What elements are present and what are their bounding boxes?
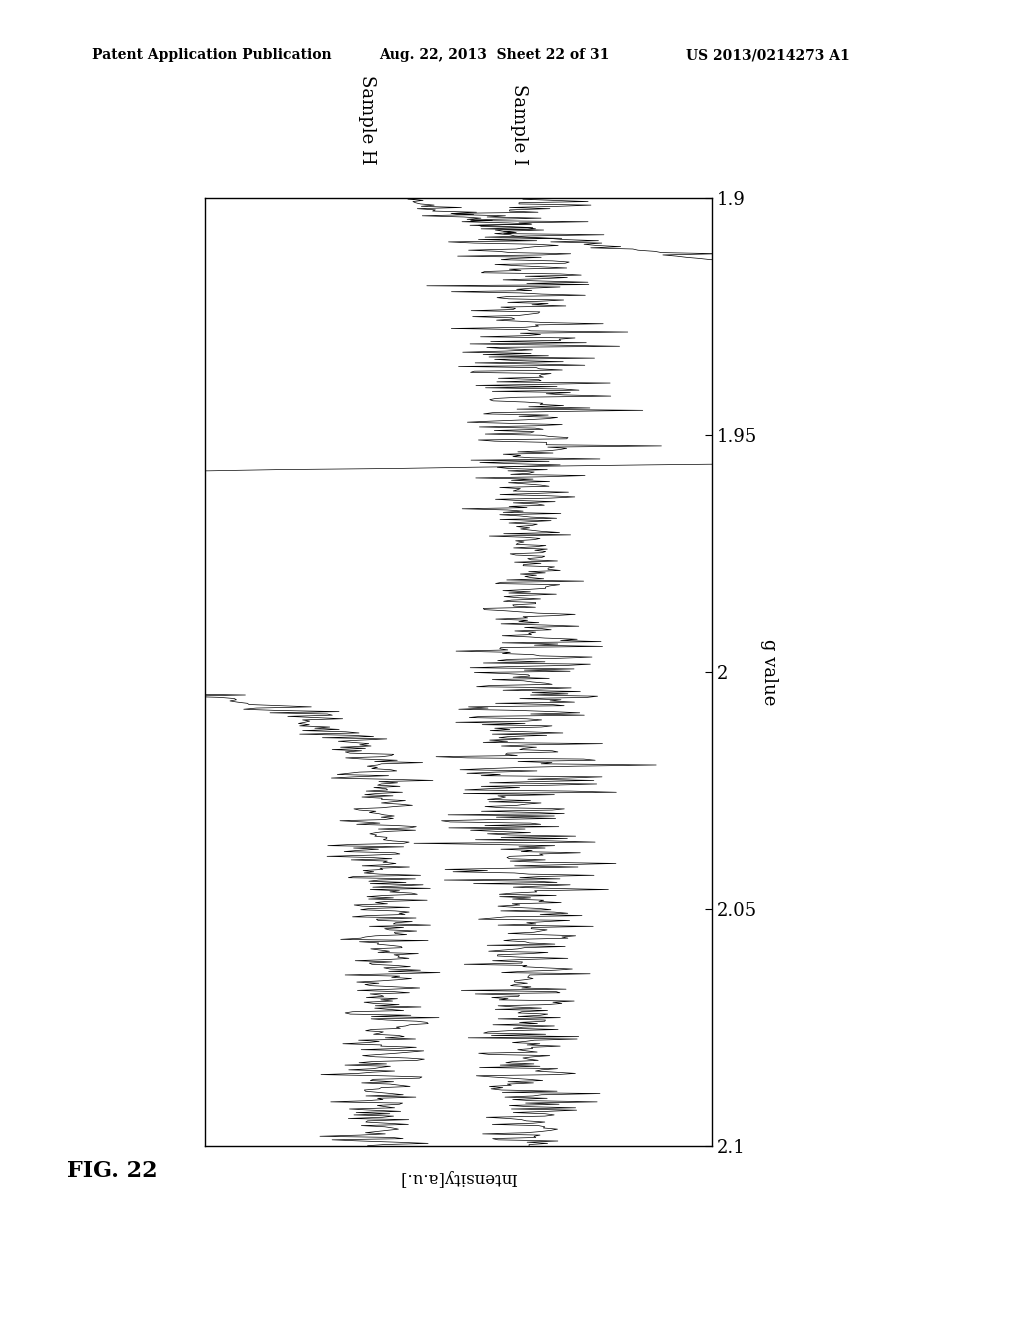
Text: Intensity[a.u.]: Intensity[a.u.] bbox=[398, 1170, 517, 1185]
Text: Aug. 22, 2013  Sheet 22 of 31: Aug. 22, 2013 Sheet 22 of 31 bbox=[379, 49, 609, 62]
Y-axis label: g value: g value bbox=[760, 639, 777, 705]
Text: Sample H: Sample H bbox=[357, 75, 376, 165]
Text: US 2013/0214273 A1: US 2013/0214273 A1 bbox=[686, 49, 850, 62]
Text: Sample I: Sample I bbox=[510, 84, 528, 165]
Text: Patent Application Publication: Patent Application Publication bbox=[92, 49, 332, 62]
Text: FIG. 22: FIG. 22 bbox=[67, 1160, 158, 1183]
